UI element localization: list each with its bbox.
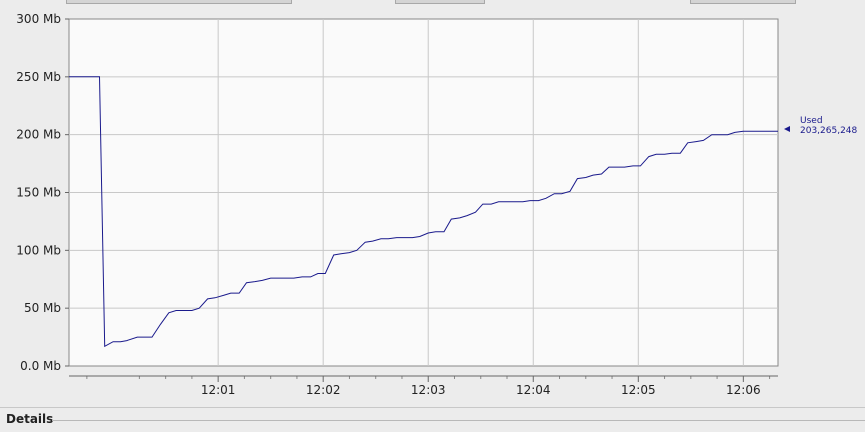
x-tick-label: 12:02 (306, 383, 341, 397)
x-tick-label: 12:06 (726, 383, 761, 397)
details-divider (52, 420, 865, 421)
memory-usage-chart: 0.0 Mb 50 Mb 100 Mb 150 Mb 200 Mb 250 Mb 300 M… (16, 12, 858, 397)
series-line-used (69, 76, 778, 348)
top-tab-2[interactable] (395, 0, 485, 4)
x-tick-label: 12:03 (411, 383, 446, 397)
y-tick-label: 150 Mb (16, 186, 61, 200)
y-tick-label: 100 Mb (16, 243, 61, 257)
legend-layer: Used 203,265,248 (784, 116, 858, 136)
grid-layer (69, 19, 778, 366)
series-layer (69, 76, 778, 348)
legend-marker-icon (784, 126, 790, 132)
legend-current-value: 203,265,248 (800, 126, 858, 136)
y-tick-label: 0.0 Mb (20, 359, 61, 373)
y-tick-label: 250 Mb (16, 70, 61, 84)
x-tick-label: 12:05 (621, 383, 656, 397)
top-tab-1[interactable] (66, 0, 292, 4)
axis-layer: 0.0 Mb 50 Mb 100 Mb 150 Mb 200 Mb 250 Mb 300 M… (16, 12, 778, 397)
details-title: Details (6, 412, 54, 426)
x-tick-label: 12:04 (516, 383, 551, 397)
x-tick-label: 12:01 (201, 383, 236, 397)
y-tick-label: 200 Mb (16, 128, 61, 142)
top-tab-3[interactable] (690, 0, 796, 4)
details-panel-header[interactable]: Details (0, 407, 865, 432)
y-tick-label: 300 Mb (16, 12, 61, 26)
y-tick-label: 50 Mb (24, 301, 61, 315)
legend-series-name: Used (800, 116, 823, 126)
